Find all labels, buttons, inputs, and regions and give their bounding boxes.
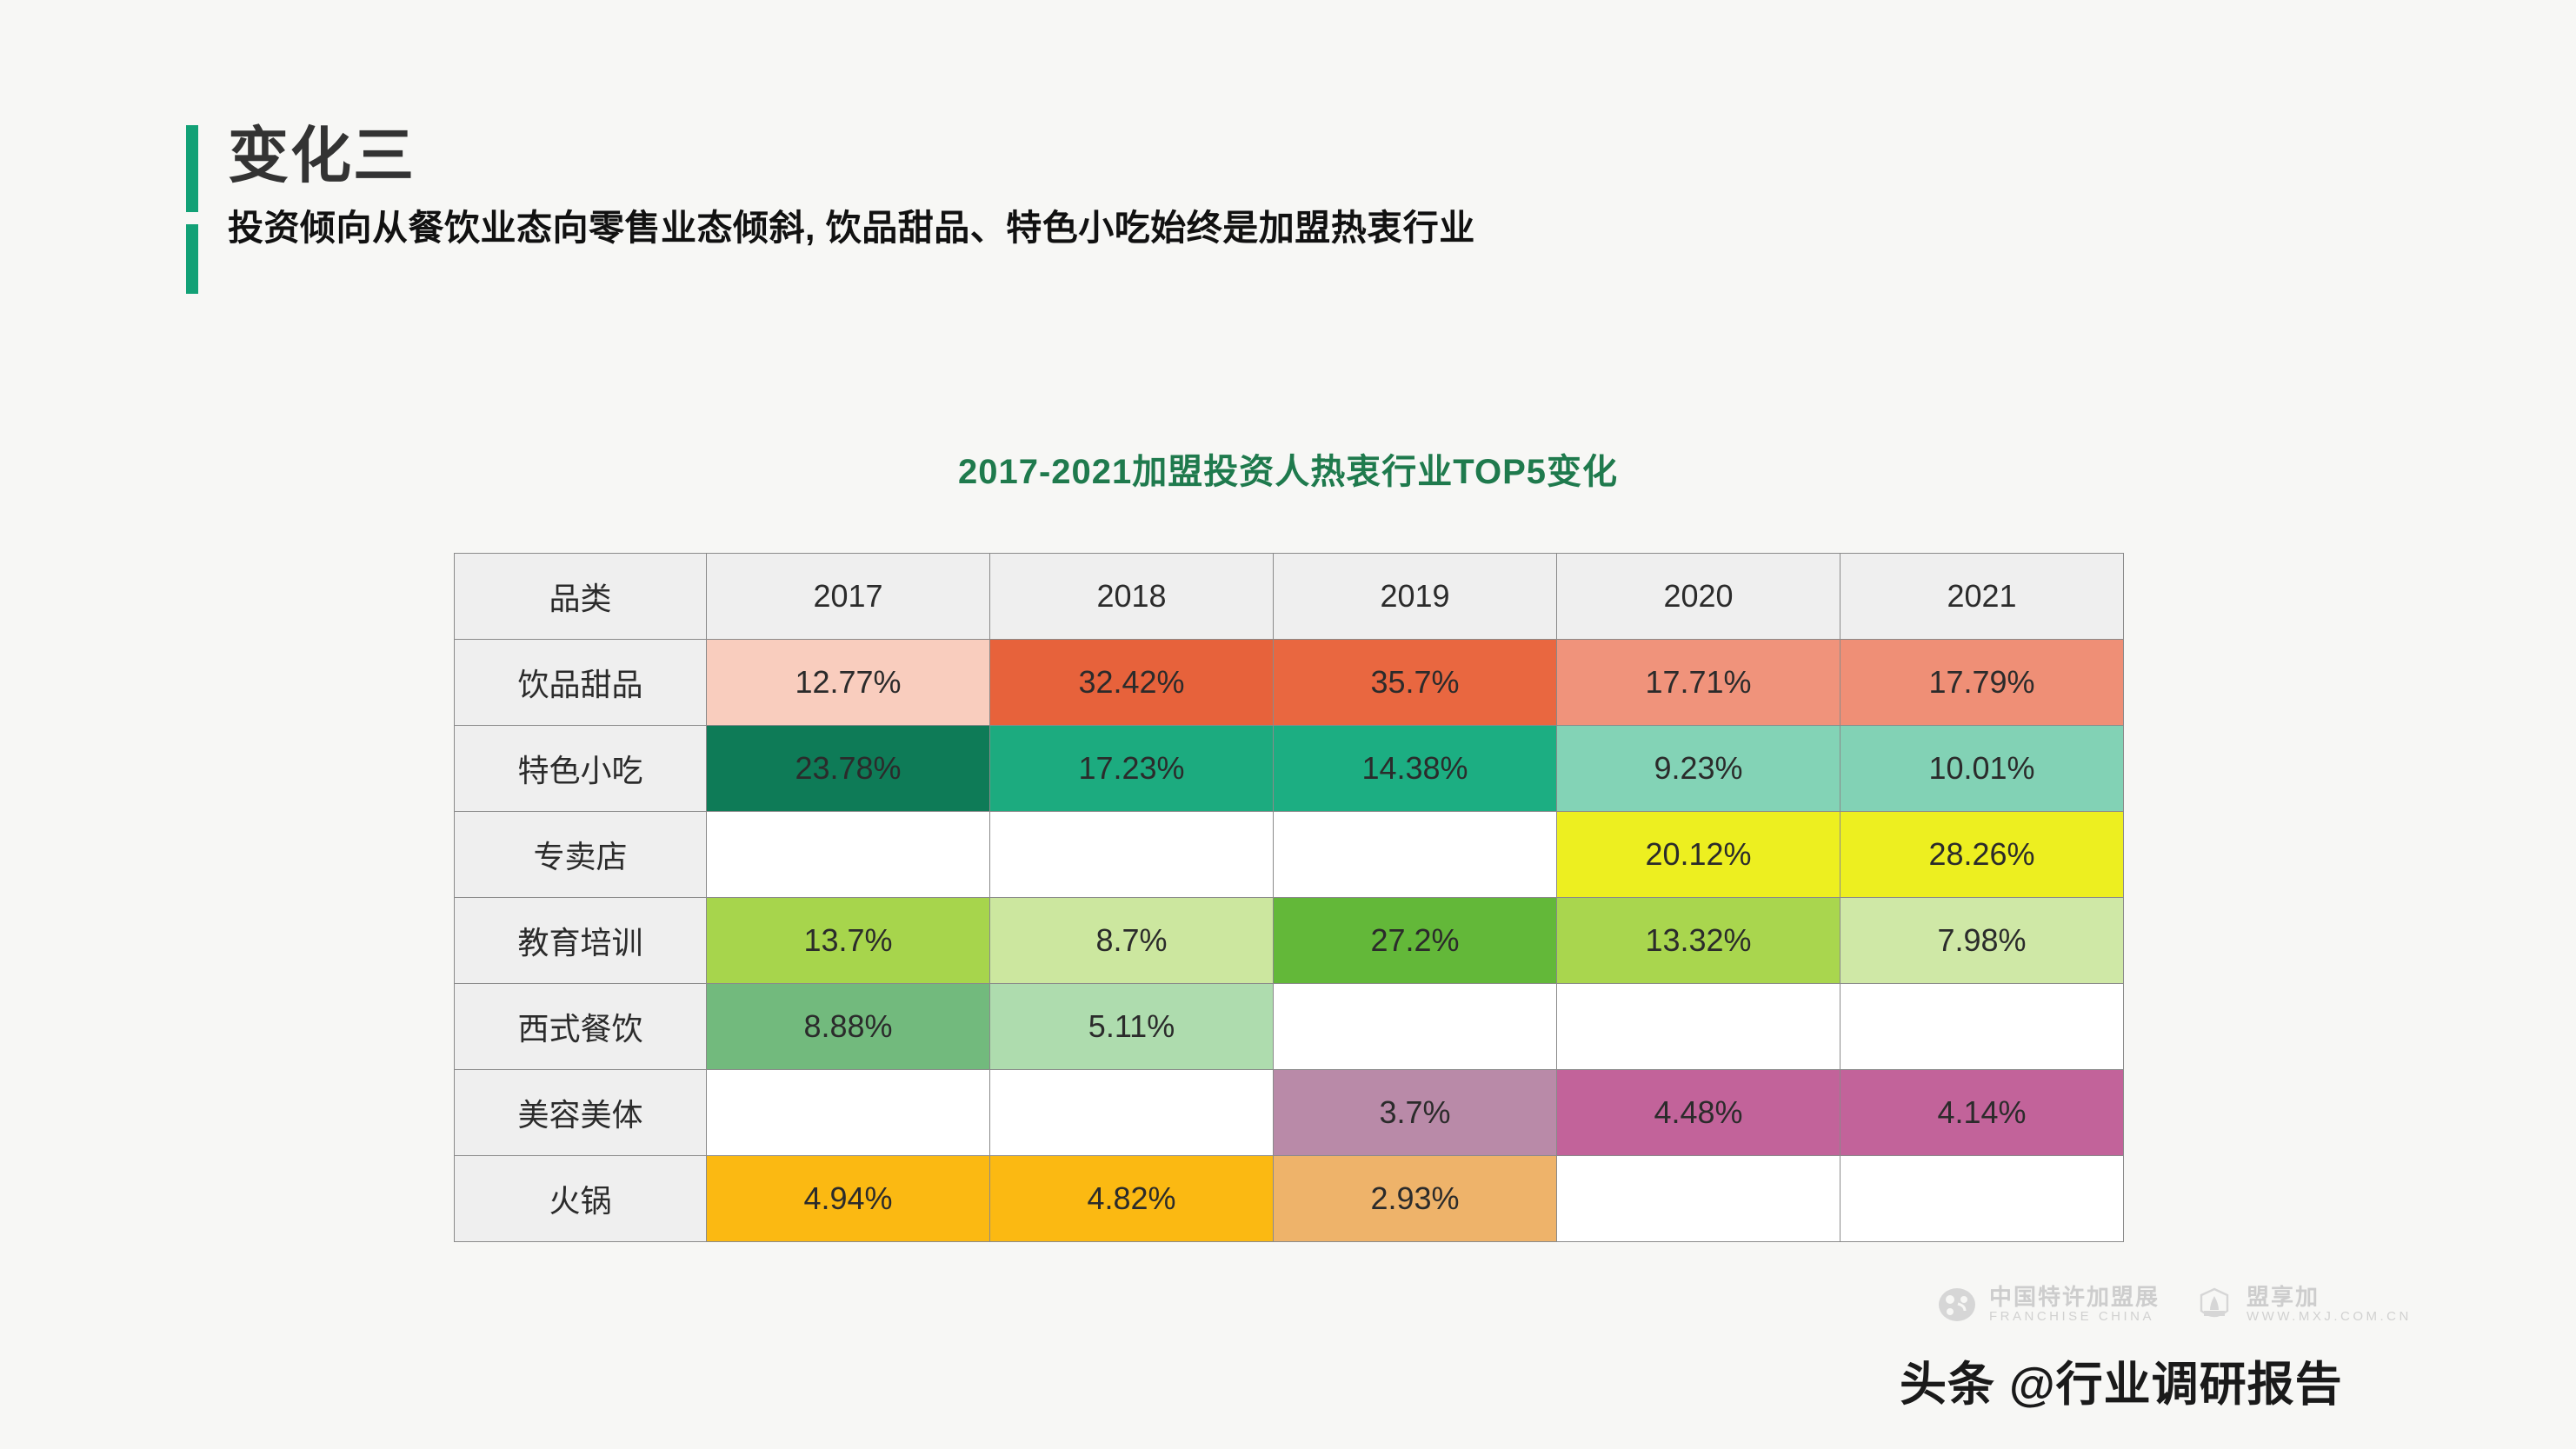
- logo-mengxiangjia: 盟享加 WWW.MXJ.COM.CN: [2194, 1285, 2412, 1325]
- table-cell-empty: [1840, 1155, 2124, 1242]
- table-column-header-2019: 2019: [1273, 553, 1557, 640]
- chart-title: 2017-2021加盟投资人热衷行业TOP5变化: [957, 453, 1619, 491]
- mengxiangjia-logo-icon: [2194, 1285, 2234, 1325]
- table-cell-value: 12.77%: [706, 639, 990, 726]
- title-block: 变化三 投资倾向从餐饮业态向零售业态倾斜, 饮品甜品、特色小吃始终是加盟热衷行业: [228, 122, 1475, 252]
- table-cell-empty: [989, 811, 1274, 898]
- table-row: 饮品甜品 12.77% 32.42% 35.7% 17.71% 17.79%: [454, 639, 2124, 726]
- table-row: 特色小吃 23.78% 17.23% 14.38% 9.23% 10.01%: [454, 725, 2124, 812]
- table-cell-value: 4.48%: [1556, 1069, 1840, 1156]
- mengxiangjia-text: 盟享加 WWW.MXJ.COM.CN: [2247, 1286, 2412, 1323]
- subtitle-accent-bar: [186, 224, 198, 294]
- table-cell-value: 32.42%: [989, 639, 1274, 726]
- table-row: 火锅 4.94% 4.82% 2.93%: [454, 1155, 2124, 1242]
- table-cell-empty: [1556, 1155, 1840, 1242]
- table-cell-empty: [1273, 983, 1557, 1070]
- table-row: 西式餐饮 8.88% 5.11%: [454, 983, 2124, 1070]
- franchise-china-text: 中国特许加盟展 FRANCHISE CHINA: [1989, 1286, 2160, 1323]
- slide-header: 变化三 投资倾向从餐饮业态向零售业态倾斜, 饮品甜品、特色小吃始终是加盟热衷行业: [186, 122, 2273, 294]
- table-cell-value: 13.32%: [1556, 897, 1840, 984]
- table-cell-value: 17.71%: [1556, 639, 1840, 726]
- table-row: 专卖店 20.12% 28.26%: [454, 811, 2124, 898]
- table-row-label: 饮品甜品: [454, 639, 707, 726]
- page-title: 变化三: [228, 122, 416, 189]
- logo-en-label: FRANCHISE CHINA: [1989, 1308, 2155, 1324]
- heatmap-table-container: 品类 2017 2018 2019 2020 2021 饮品甜品 12.77% 32.42% 3…: [454, 553, 2124, 1242]
- table-cell-value: 8.7%: [989, 897, 1274, 984]
- logo-cn-label: 中国特许加盟展: [1989, 1284, 2160, 1311]
- table-row-label: 美容美体: [454, 1069, 707, 1156]
- table-cell-value: 27.2%: [1273, 897, 1557, 984]
- title-accent-bar: [186, 125, 198, 212]
- franchise-china-logo-icon: [1937, 1285, 1977, 1325]
- logo-cn-label: 盟享加: [2247, 1284, 2320, 1311]
- table-cell-value: 17.79%: [1840, 639, 2124, 726]
- table-cell-empty: [1556, 983, 1840, 1070]
- table-cell-value: 35.7%: [1273, 639, 1557, 726]
- table-cell-empty: [706, 811, 990, 898]
- table-cell-value: 28.26%: [1840, 811, 2124, 898]
- table-row-label: 火锅: [454, 1155, 707, 1242]
- table-cell-value: 17.23%: [989, 725, 1274, 812]
- table-cell-empty: [989, 1069, 1274, 1156]
- table-cell-value: 5.11%: [989, 983, 1274, 1070]
- heatmap-table: 品类 2017 2018 2019 2020 2021 饮品甜品 12.77% 32.42% 3…: [454, 553, 2124, 1242]
- table-row-label: 特色小吃: [454, 725, 707, 812]
- title-row: 变化三 投资倾向从餐饮业态向零售业态倾斜, 饮品甜品、特色小吃始终是加盟热衷行业: [186, 122, 2273, 252]
- page-subtitle: 投资倾向从餐饮业态向零售业态倾斜, 饮品甜品、特色小吃始终是加盟热衷行业: [228, 208, 1475, 249]
- table-column-header-2017: 2017: [706, 553, 990, 640]
- table-cell-value: 2.93%: [1273, 1155, 1557, 1242]
- table-body: 饮品甜品 12.77% 32.42% 35.7% 17.71% 17.79% 特色小吃 23.…: [454, 639, 2124, 1242]
- table-cell-value: 7.98%: [1840, 897, 2124, 984]
- table-cell-value: 13.7%: [706, 897, 990, 984]
- table-head: 品类 2017 2018 2019 2020 2021: [454, 553, 2124, 640]
- table-cell-empty: [706, 1069, 990, 1156]
- table-row: 美容美体 3.7% 4.48% 4.14%: [454, 1069, 2124, 1156]
- table-cell-value: 20.12%: [1556, 811, 1840, 898]
- logo-en-label: WWW.MXJ.COM.CN: [2247, 1308, 2412, 1324]
- table-column-header-2020: 2020: [1556, 553, 1840, 640]
- table-cell-empty: [1840, 983, 2124, 1070]
- table-row-label: 教育培训: [454, 897, 707, 984]
- table-cell-value: 8.88%: [706, 983, 990, 1070]
- table-corner-header: 品类: [454, 553, 707, 640]
- watermark-text: 头条 @行业调研报告: [1900, 1359, 2343, 1411]
- footer-logos: 中国特许加盟展 FRANCHISE CHINA 盟享加 WWW.MXJ.COM.…: [1937, 1285, 2412, 1325]
- table-cell-value: 3.7%: [1273, 1069, 1557, 1156]
- table-header-row: 品类 2017 2018 2019 2020 2021: [454, 553, 2124, 640]
- table-cell-value: 10.01%: [1840, 725, 2124, 812]
- table-row-label: 专卖店: [454, 811, 707, 898]
- table-cell-value: 23.78%: [706, 725, 990, 812]
- table-row: 教育培训 13.7% 8.7% 27.2% 13.32% 7.98%: [454, 897, 2124, 984]
- logo-franchise-china: 中国特许加盟展 FRANCHISE CHINA: [1937, 1285, 2160, 1325]
- table-column-header-2018: 2018: [989, 553, 1274, 640]
- table-cell-value: 14.38%: [1273, 725, 1557, 812]
- table-cell-value: 9.23%: [1556, 725, 1840, 812]
- table-cell-value: 4.14%: [1840, 1069, 2124, 1156]
- table-cell-empty: [1273, 811, 1557, 898]
- table-row-label: 西式餐饮: [454, 983, 707, 1070]
- table-column-header-2021: 2021: [1840, 553, 2124, 640]
- table-cell-value: 4.82%: [989, 1155, 1274, 1242]
- table-cell-value: 4.94%: [706, 1155, 990, 1242]
